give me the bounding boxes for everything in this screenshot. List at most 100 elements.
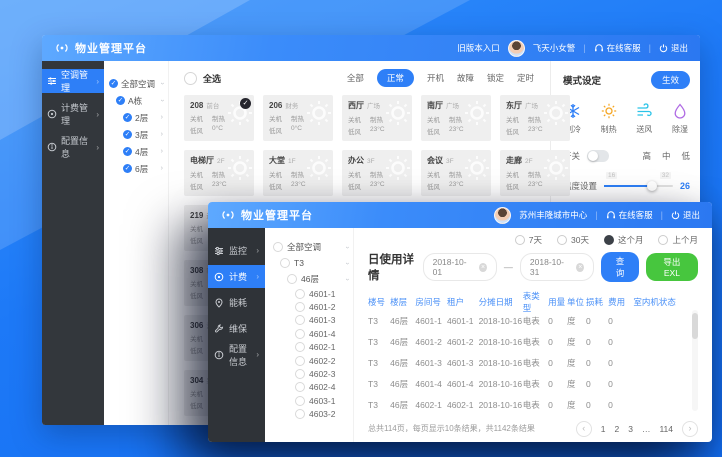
checkbox-icon[interactable]: [295, 342, 305, 353]
page-number[interactable]: 2: [614, 423, 620, 434]
tree-item-floor[interactable]: 46层 ›: [265, 271, 353, 287]
ac-unit-card[interactable]: 办公 3F 关机 制热 低风 23°C: [342, 150, 412, 196]
tree-item[interactable]: ✓ 3层 ›: [123, 129, 163, 140]
mode-fan[interactable]: 送风: [636, 103, 652, 135]
chevron-icon[interactable]: ›: [158, 82, 166, 85]
page-number[interactable]: 3: [628, 423, 633, 434]
ac-unit-card[interactable]: 走廊 2F 关机 制热 低风 23°C: [500, 150, 570, 196]
tree-item-room[interactable]: 4603-2: [265, 408, 353, 421]
ac-unit-card[interactable]: 南厅 广场 关机 制热 低风 23°C: [421, 95, 491, 141]
mode-heat[interactable]: 制热: [601, 103, 617, 135]
tree-item-room[interactable]: 4601-3: [265, 314, 353, 327]
date-to-input[interactable]: 2018-10-31 ×: [519, 253, 595, 282]
filter-tab[interactable]: 锁定: [486, 73, 504, 83]
range-radio-option[interactable]: 这个月: [603, 234, 643, 246]
mode-dry[interactable]: 除湿: [672, 103, 688, 135]
tree-item[interactable]: ✓ A栋 ›: [116, 95, 166, 106]
checkbox-icon[interactable]: [295, 369, 305, 380]
mode-apply-button[interactable]: 生效: [650, 71, 690, 89]
checkbox-icon[interactable]: [273, 242, 283, 252]
checkbox-checked-icon[interactable]: ✓: [123, 147, 132, 156]
tree-item-room[interactable]: 4602-3: [265, 367, 353, 380]
level-mid[interactable]: 中: [661, 151, 671, 161]
clear-icon[interactable]: ×: [478, 262, 487, 272]
date-from-input[interactable]: 2018-10-01 ×: [422, 253, 497, 282]
filter-tab[interactable]: 开机: [426, 73, 444, 83]
ac-unit-card[interactable]: 208 前台 关机 制热 低风 0°C: [184, 95, 254, 141]
prev-page-button[interactable]: ‹: [575, 420, 592, 437]
filter-tab[interactable]: 故障: [456, 73, 474, 83]
old-version-link[interactable]: 旧版本入口: [457, 43, 500, 53]
table-scrollbar[interactable]: [692, 310, 698, 412]
logout-link[interactable]: 退出: [671, 209, 700, 221]
ac-unit-card[interactable]: 206 财务 关机 制热 低风 0°C: [263, 95, 333, 141]
ac-unit-card[interactable]: 大堂 1F 关机 制热 低风 23°C: [263, 150, 333, 196]
page-number[interactable]: 114: [659, 423, 673, 434]
checkbox-checked-icon[interactable]: ✓: [123, 113, 132, 122]
range-radio-option[interactable]: 30天: [557, 234, 589, 246]
filter-tab[interactable]: 正常: [376, 69, 414, 87]
tree-item[interactable]: ✓ 4层 ›: [123, 146, 163, 157]
select-all-checkbox[interactable]: [184, 71, 197, 85]
tree-item-root[interactable]: 全部空调 ›: [265, 239, 353, 255]
level-low[interactable]: 低: [681, 151, 690, 161]
ac-unit-card[interactable]: 西厅 广场 关机 制热 低风 23°C: [342, 95, 412, 141]
checkbox-icon[interactable]: [295, 328, 305, 339]
radio-icon[interactable]: [557, 235, 567, 246]
filter-tab[interactable]: 全部: [346, 73, 364, 83]
logout-link[interactable]: 退出: [659, 42, 688, 54]
chevron-icon[interactable]: ›: [160, 165, 163, 172]
chevron-down-icon[interactable]: ›: [343, 277, 351, 281]
tree-item-room[interactable]: 4603-1: [265, 394, 353, 407]
user-name[interactable]: 飞天小女警: [532, 43, 576, 53]
checkbox-checked-icon[interactable]: ✓: [123, 164, 132, 173]
page-number[interactable]: 1: [600, 423, 606, 434]
sidebar-item-config-info[interactable]: 配置信息 ›: [42, 135, 104, 159]
checkbox-icon[interactable]: [295, 302, 305, 313]
tree-item-room[interactable]: 4601-4: [265, 327, 353, 340]
chevron-down-icon[interactable]: ›: [343, 245, 351, 249]
tree-item-room[interactable]: 4602-4: [265, 381, 353, 394]
checkbox-icon[interactable]: [295, 382, 305, 393]
checkbox-icon[interactable]: [295, 409, 305, 420]
chevron-icon[interactable]: ›: [160, 148, 163, 155]
page-number[interactable]: …: [641, 423, 651, 434]
slider-knob[interactable]: [646, 181, 657, 191]
ac-unit-card[interactable]: 电梯厅 2F 关机 制热 低风 23°C: [184, 150, 254, 196]
chevron-icon[interactable]: ›: [160, 114, 163, 121]
scrollbar-thumb[interactable]: [692, 313, 698, 340]
checkbox-checked-icon[interactable]: ✓: [116, 96, 125, 105]
checkbox-icon[interactable]: [280, 258, 290, 268]
tree-item-building[interactable]: T3 ›: [265, 255, 353, 271]
chevron-icon[interactable]: ›: [160, 131, 163, 138]
query-button[interactable]: 查询: [601, 252, 639, 283]
avatar[interactable]: [494, 206, 512, 224]
range-radio-option[interactable]: 上个月: [658, 234, 698, 246]
sidebar-item-ac-management[interactable]: 空调管理 ›: [42, 69, 104, 93]
export-button[interactable]: 导出EXL: [645, 253, 698, 282]
sidebar-item-energy[interactable]: 能耗: [208, 291, 265, 314]
radio-icon[interactable]: [514, 235, 525, 246]
power-toggle[interactable]: [587, 150, 610, 162]
chevron-down-icon[interactable]: ›: [343, 261, 351, 265]
tree-item-room[interactable]: 4601-2: [265, 300, 353, 313]
checkbox-checked-icon[interactable]: ✓: [123, 130, 132, 139]
clear-icon[interactable]: ×: [576, 262, 585, 272]
checkbox-icon[interactable]: [295, 355, 305, 366]
radio-icon[interactable]: [603, 235, 614, 246]
online-service-link[interactable]: 在线客服: [606, 209, 653, 221]
tree-item-room[interactable]: 4602-2: [265, 354, 353, 367]
avatar[interactable]: [507, 39, 525, 57]
checkbox-icon[interactable]: [287, 274, 297, 284]
ac-unit-card[interactable]: 会议 3F 关机 制热 低风 23°C: [421, 150, 491, 196]
card-selected-badge[interactable]: ✓: [240, 98, 251, 109]
user-name[interactable]: 苏州丰隆城市中心: [519, 210, 588, 220]
chevron-icon[interactable]: ›: [158, 99, 166, 102]
tree-item[interactable]: ✓ 6层 ›: [123, 163, 163, 174]
ac-unit-card[interactable]: 东厅 广场 关机 制热 低风 23°C: [500, 95, 570, 141]
